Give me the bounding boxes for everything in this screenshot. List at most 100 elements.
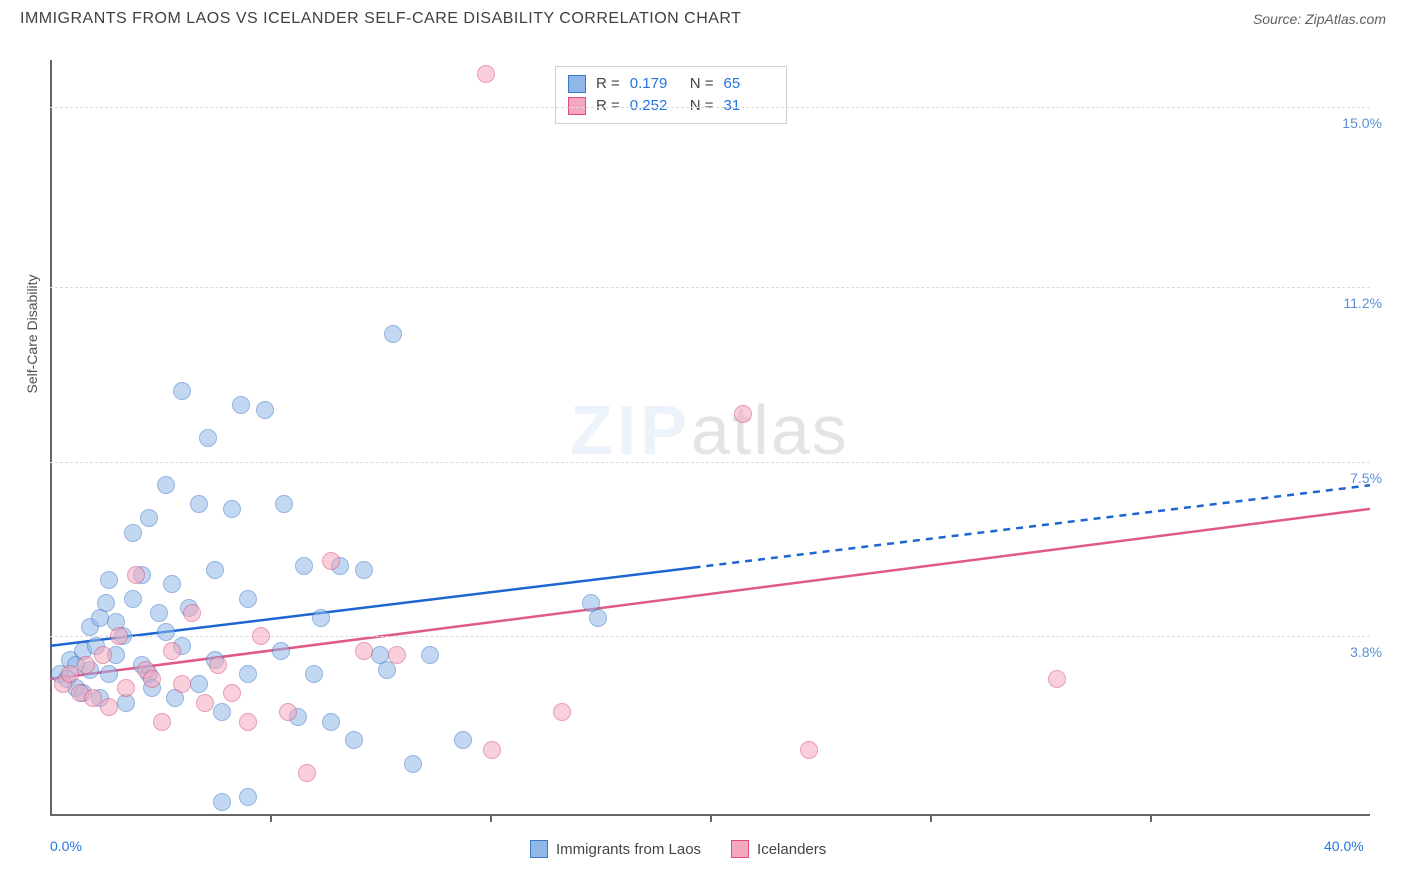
legend-series-label: Immigrants from Laos <box>556 841 701 858</box>
data-point <box>163 642 181 660</box>
data-point <box>143 670 161 688</box>
data-point <box>388 646 406 664</box>
chart-title: IMMIGRANTS FROM LAOS VS ICELANDER SELF-C… <box>20 10 741 28</box>
legend-n-value: 31 <box>724 95 774 117</box>
legend-series-item: Immigrants from Laos <box>530 840 701 858</box>
data-point <box>275 495 293 513</box>
data-point <box>213 793 231 811</box>
data-point <box>1048 670 1066 688</box>
x-tick-mark <box>270 814 272 822</box>
x-tick-label: 0.0% <box>50 838 82 854</box>
gridline <box>50 462 1370 463</box>
data-point <box>61 665 79 683</box>
data-point <box>239 590 257 608</box>
legend-swatch <box>731 840 749 858</box>
legend-series-label: Icelanders <box>757 841 826 858</box>
data-point <box>110 627 128 645</box>
gridline <box>50 287 1370 288</box>
data-point <box>345 731 363 749</box>
legend-swatch <box>568 75 586 93</box>
data-point <box>140 509 158 527</box>
data-point <box>196 694 214 712</box>
plot-area: ZIPatlas R =0.179N =65R =0.252N =31 Immi… <box>50 60 1380 830</box>
data-point <box>157 623 175 641</box>
chart-container: Self-Care Disability ZIPatlas R =0.179N … <box>40 60 1380 830</box>
data-point <box>355 561 373 579</box>
x-tick-mark <box>930 814 932 822</box>
data-point <box>84 689 102 707</box>
data-point <box>239 788 257 806</box>
legend-r-label: R = <box>596 73 620 95</box>
legend-swatch <box>530 840 548 858</box>
legend-series-item: Icelanders <box>731 840 826 858</box>
watermark-atlas: atlas <box>691 391 849 469</box>
data-point <box>223 500 241 518</box>
y-axis <box>50 60 52 816</box>
data-point <box>190 675 208 693</box>
data-point <box>252 627 270 645</box>
data-point <box>295 557 313 575</box>
legend-n-value: 65 <box>724 73 774 95</box>
data-point <box>239 713 257 731</box>
gridline <box>50 107 1370 108</box>
data-point <box>483 741 501 759</box>
data-point <box>272 642 290 660</box>
data-point <box>163 575 181 593</box>
data-point <box>100 698 118 716</box>
data-point <box>239 665 257 683</box>
watermark: ZIPatlas <box>570 390 849 470</box>
data-point <box>209 656 227 674</box>
x-tick-label: 40.0% <box>1324 838 1364 854</box>
data-point <box>153 713 171 731</box>
legend-series: Immigrants from Laos Icelanders <box>530 840 826 858</box>
data-point <box>173 382 191 400</box>
legend-r-value: 0.252 <box>630 95 680 117</box>
data-point <box>157 476 175 494</box>
chart-source: Source: ZipAtlas.com <box>1253 11 1386 27</box>
data-point <box>206 561 224 579</box>
data-point <box>477 65 495 83</box>
data-point <box>100 571 118 589</box>
data-point <box>199 429 217 447</box>
trend-line-dashed <box>694 485 1371 567</box>
x-tick-mark <box>1150 814 1152 822</box>
data-point <box>312 609 330 627</box>
y-axis-label: Self-Care Disability <box>24 274 40 393</box>
legend-swatch <box>568 97 586 115</box>
y-tick-label: 15.0% <box>1342 115 1382 131</box>
data-point <box>183 604 201 622</box>
data-point <box>97 594 115 612</box>
data-point <box>124 524 142 542</box>
data-point <box>305 665 323 683</box>
data-point <box>454 731 472 749</box>
data-point <box>553 703 571 721</box>
gridline <box>50 636 1370 637</box>
x-tick-mark <box>490 814 492 822</box>
data-point <box>190 495 208 513</box>
data-point <box>279 703 297 721</box>
legend-stat-row: R = 0.179 N = 65 <box>568 73 774 95</box>
data-point <box>404 755 422 773</box>
data-point <box>94 646 112 664</box>
data-point <box>734 405 752 423</box>
data-point <box>421 646 439 664</box>
legend-n-label: N = <box>690 95 714 117</box>
data-point <box>173 675 191 693</box>
data-point <box>256 401 274 419</box>
legend-n-label: N = <box>690 73 714 95</box>
x-tick-mark <box>710 814 712 822</box>
legend-stats: R = 0.179 N = 65 R = 0.252 N = 31 <box>555 66 787 124</box>
data-point <box>117 679 135 697</box>
y-tick-label: 3.8% <box>1350 644 1382 660</box>
data-point <box>800 741 818 759</box>
legend-r-value: 0.179 <box>630 73 680 95</box>
y-tick-label: 11.2% <box>1343 295 1382 311</box>
data-point <box>127 566 145 584</box>
data-point <box>150 604 168 622</box>
data-point <box>100 665 118 683</box>
data-point <box>384 325 402 343</box>
watermark-zip: ZIP <box>570 391 691 469</box>
data-point <box>322 552 340 570</box>
data-point <box>232 396 250 414</box>
legend-r-label: R = <box>596 95 620 117</box>
